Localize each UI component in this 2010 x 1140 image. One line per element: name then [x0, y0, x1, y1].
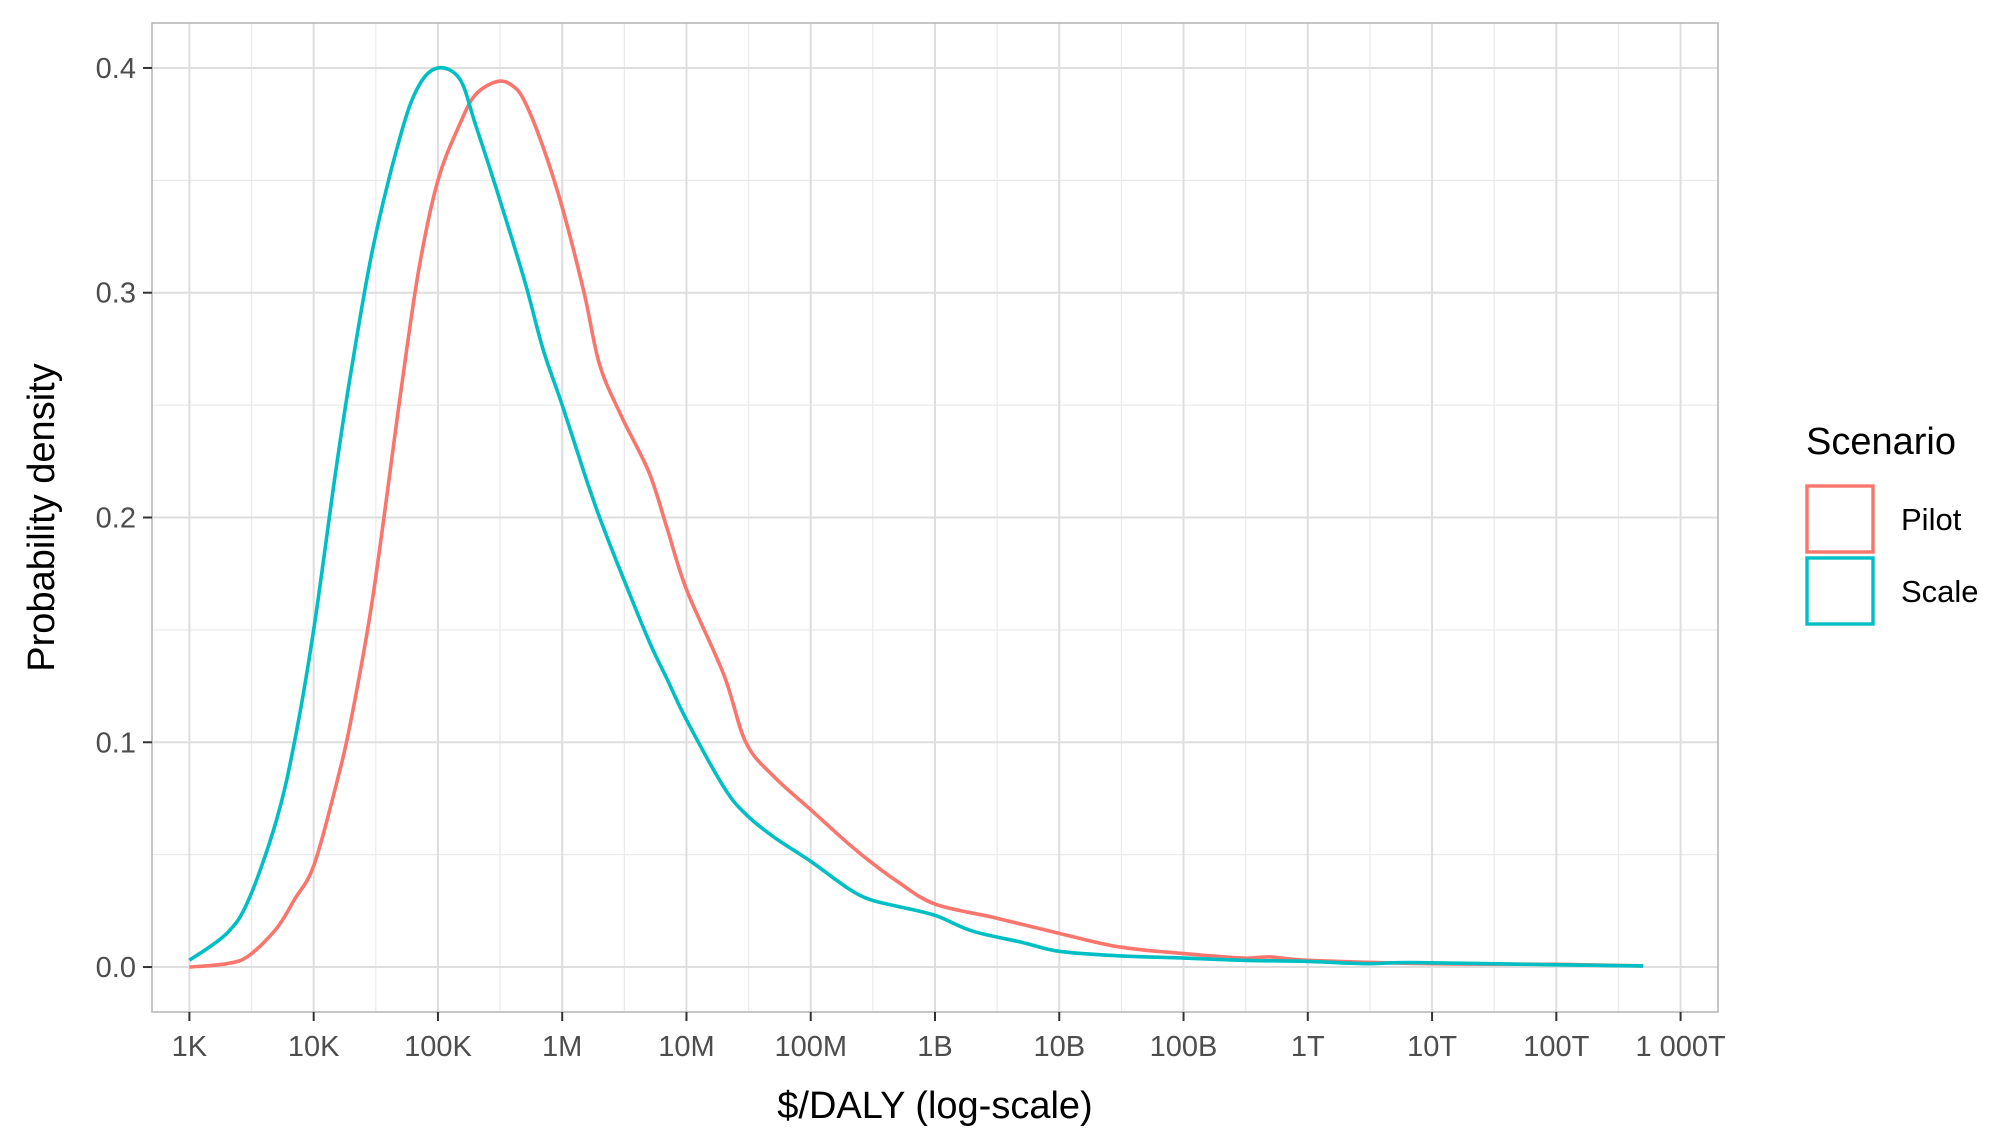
legend-key-scale: [1805, 556, 1875, 626]
y-axis: 0.0 0.1 0.2 0.3 0.4: [96, 53, 152, 984]
y-axis-title: Probability density: [21, 363, 63, 671]
x-tick-label: 100M: [774, 1031, 847, 1063]
x-tick-label: 100T: [1523, 1031, 1589, 1063]
series-line-scale: [188, 65, 1644, 968]
x-tick-label: 1M: [542, 1031, 582, 1063]
x-tick-label: 10M: [658, 1031, 714, 1063]
legend-key-pilot: [1805, 484, 1875, 554]
series-lines: [188, 65, 1644, 969]
plot-panel: [151, 22, 1719, 1013]
x-axis-title: $/DALY (log-scale): [777, 1085, 1092, 1127]
x-tick-label: 100K: [404, 1031, 472, 1063]
x-tick-label: 100B: [1150, 1031, 1218, 1063]
y-tick-label: 0.0: [96, 952, 136, 984]
y-tick-label: 0.2: [96, 503, 136, 535]
x-tick-label: 1T: [1291, 1031, 1325, 1063]
y-tick-label: 0.1: [96, 727, 136, 759]
x-axis: 1K 10K 100K 1M 10M 100M 1B 10B 100B 1T 10T 100T 1 00…: [172, 1012, 1726, 1063]
x-tick-label: 1B: [917, 1031, 952, 1063]
legend-label-pilot: Pilot: [1901, 502, 1962, 537]
series-line-pilot: [189, 79, 1644, 969]
y-tick-label: 0.4: [96, 53, 136, 85]
x-tick-label: 10B: [1033, 1031, 1085, 1063]
x-tick-label: 1 000T: [1635, 1031, 1726, 1063]
x-tick-label: 10T: [1407, 1031, 1457, 1063]
major-gridlines: [152, 23, 1718, 1012]
y-tick-label: 0.3: [96, 278, 136, 310]
legend-title: Scenario: [1806, 421, 1956, 463]
x-tick-label: 10K: [288, 1031, 340, 1063]
legend-label-scale: Scale: [1901, 574, 1979, 609]
legend: Scenario Pilot Scale: [1805, 421, 1979, 626]
x-tick-label: 1K: [172, 1031, 208, 1063]
